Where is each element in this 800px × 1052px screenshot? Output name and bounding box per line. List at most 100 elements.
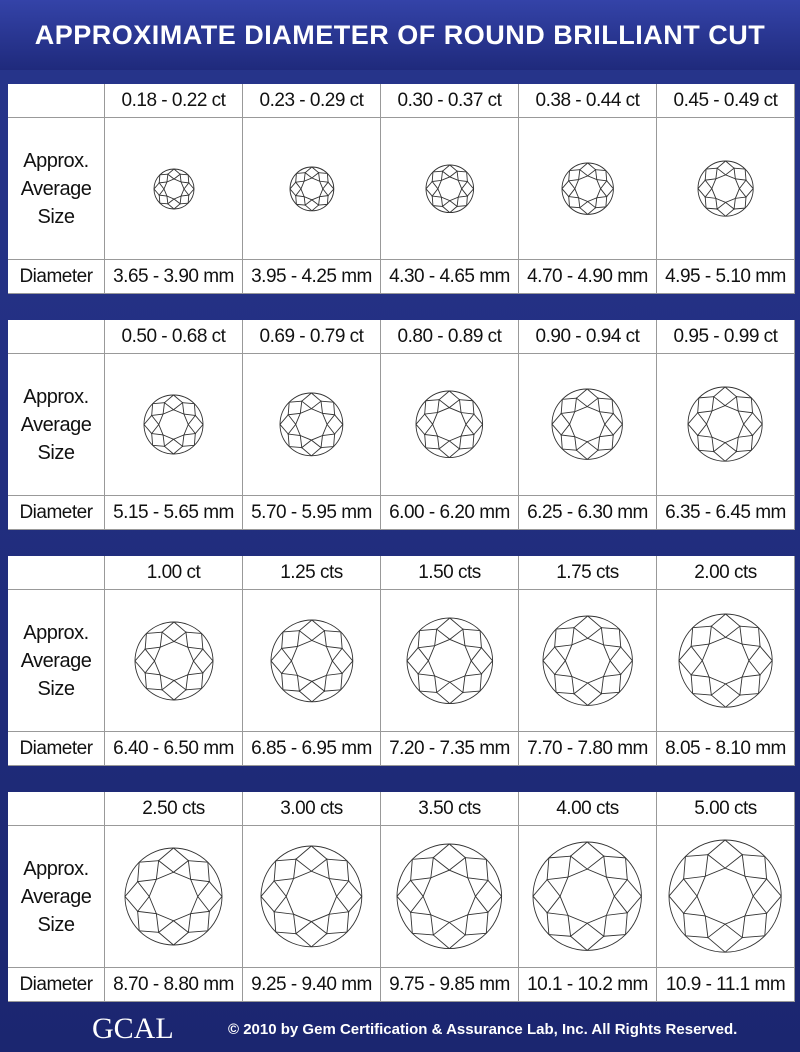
facet-line — [449, 448, 460, 459]
facet-line — [151, 403, 154, 416]
diameter-value: 10.9 - 11.1 mm — [657, 968, 795, 1002]
facet-line — [697, 398, 700, 414]
facet-line — [745, 179, 754, 189]
diameter-value: 6.35 - 6.45 mm — [657, 496, 795, 530]
facet-line — [134, 660, 146, 673]
facet-line — [465, 933, 487, 936]
carat-weight-text: 4.00 cts — [556, 797, 619, 819]
diamond-cell — [243, 118, 381, 260]
facet-line — [449, 205, 458, 213]
carat-weight-text: 0.50 - 0.68 ct — [121, 325, 226, 347]
facet-line — [456, 204, 467, 207]
facet-line — [456, 170, 467, 173]
facet-line — [298, 619, 312, 631]
facet-line — [287, 402, 290, 415]
facet-line — [406, 647, 419, 661]
facet-line — [187, 174, 189, 183]
diamond-icon — [396, 843, 503, 950]
facet-line — [139, 930, 159, 933]
facet-line — [153, 182, 160, 189]
facet-line — [161, 621, 174, 633]
facet-line — [570, 936, 588, 952]
facet-line — [625, 913, 629, 935]
facet-line — [449, 843, 466, 859]
facet-line — [194, 424, 204, 434]
diameter-value: 7.20 - 7.35 mm — [381, 732, 519, 766]
facet-line — [419, 690, 437, 693]
facet-line — [311, 447, 322, 457]
facet-line — [669, 896, 685, 914]
facet-line — [185, 631, 202, 634]
facet-line — [424, 400, 427, 415]
facet-line — [282, 688, 300, 692]
facet-line — [562, 448, 577, 451]
facet-line — [137, 911, 140, 931]
facet-line — [587, 162, 596, 170]
facet-line — [546, 913, 550, 935]
facet-line — [549, 934, 571, 938]
facet-line — [549, 855, 571, 859]
facet-line — [415, 424, 426, 435]
star-facets — [287, 400, 336, 449]
facet-line — [708, 937, 726, 953]
facet-line — [699, 396, 715, 399]
facet-line — [542, 660, 555, 675]
facet-line — [311, 392, 322, 402]
facet-line — [326, 195, 329, 205]
diamond-cell — [381, 354, 519, 496]
facet-line — [697, 435, 700, 451]
diamond-cell — [519, 826, 657, 968]
diameter-value-text: 8.70 - 8.80 mm — [113, 973, 234, 995]
facet-line — [279, 414, 289, 425]
facet-line — [736, 396, 752, 399]
facet-line — [173, 621, 186, 633]
facet-line — [742, 854, 766, 858]
facet-line — [412, 857, 434, 860]
facet-line — [339, 672, 343, 690]
facet-line — [321, 400, 334, 403]
diameter-value-text: 5.70 - 5.95 mm — [251, 501, 372, 523]
facet-line — [627, 896, 643, 914]
diameter-value-text: 7.70 - 7.80 mm — [527, 737, 648, 759]
row-label-text: Approx. Average Size — [20, 621, 92, 700]
facet-line — [179, 173, 188, 175]
facet-line — [200, 672, 203, 689]
title: APPROXIMATE DIAMETER OF ROUND BRILLIANT … — [0, 0, 800, 120]
facet-line — [410, 912, 413, 934]
diameter-value-text: 9.75 - 9.85 mm — [389, 973, 510, 995]
facet-line — [201, 660, 213, 673]
facet-line — [692, 693, 712, 696]
carat-weight-text: 0.30 - 0.37 ct — [397, 89, 502, 111]
facet-line — [433, 843, 450, 859]
facet-line — [318, 171, 328, 174]
facet-line — [295, 171, 305, 174]
carat-weight: 0.38 - 0.44 ct — [519, 84, 657, 118]
carat-weight-text: 1.00 ct — [146, 561, 201, 583]
facet-line — [179, 202, 188, 204]
facet-line — [587, 615, 602, 628]
facet-line — [167, 168, 174, 175]
facet-line — [441, 164, 450, 172]
corner-cell — [8, 556, 105, 590]
facet-line — [473, 424, 484, 435]
facet-line — [579, 162, 588, 170]
star-facets — [683, 854, 768, 939]
facet-line — [551, 424, 562, 436]
star-facets — [410, 857, 490, 937]
star-facets — [697, 396, 754, 453]
carat-weight: 0.23 - 0.29 ct — [243, 84, 381, 118]
carat-weight-text: 0.45 - 0.49 ct — [673, 89, 778, 111]
facet-line — [432, 170, 443, 173]
facet-line — [542, 646, 555, 661]
facet-line — [733, 207, 746, 210]
diamond-icon — [678, 613, 773, 708]
facet-line — [587, 693, 602, 706]
diamond-icon — [542, 615, 633, 706]
facet-line — [449, 164, 458, 172]
facet-line — [396, 880, 412, 897]
facet-line — [449, 390, 460, 401]
diameter-value-text: 9.25 - 9.40 mm — [251, 973, 372, 995]
facet-line — [295, 203, 305, 206]
diamond-cell — [243, 590, 381, 732]
